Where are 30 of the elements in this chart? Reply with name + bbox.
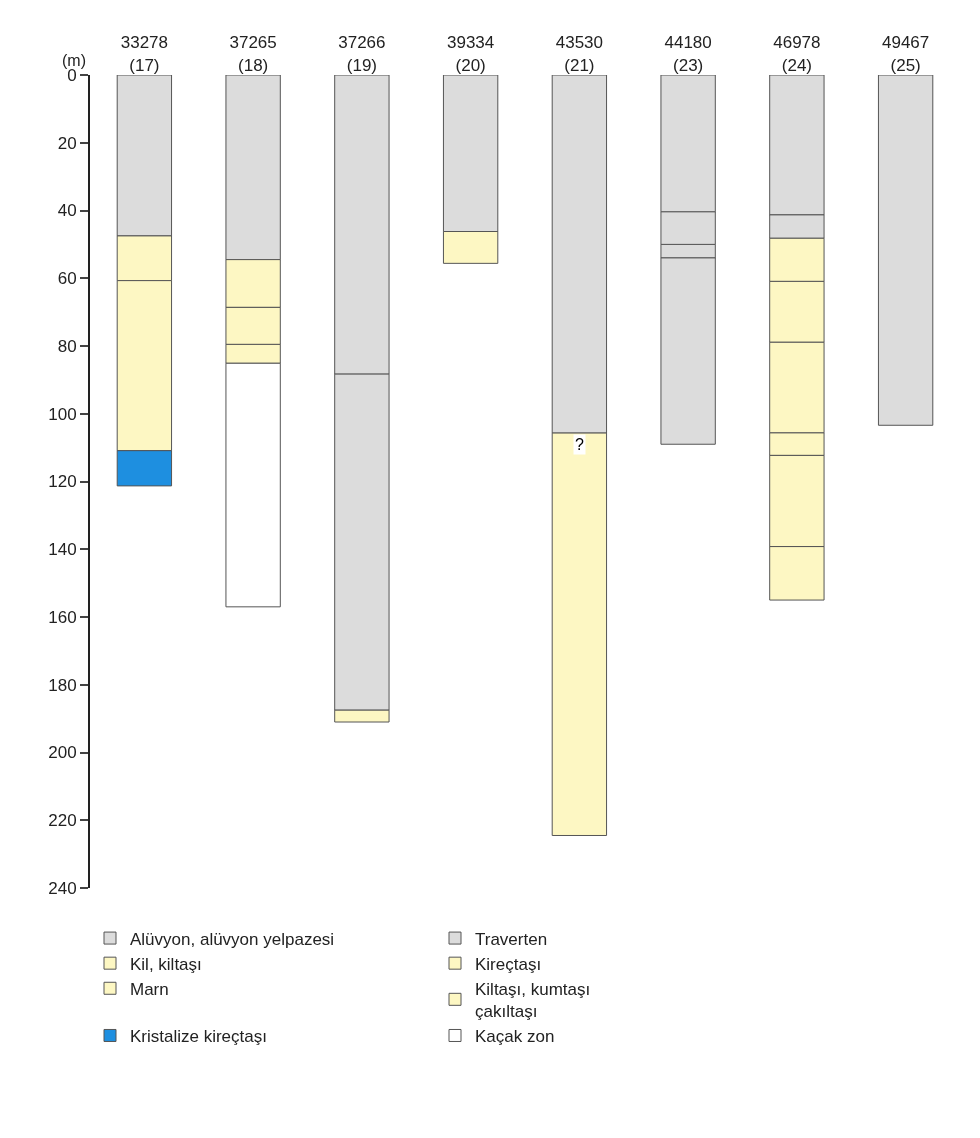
annotation: ?	[575, 436, 584, 453]
y-tick-label: 240	[48, 878, 77, 898]
x-tick-label: 37265 (18)	[229, 33, 277, 75]
y-tick-label: 100	[48, 404, 77, 424]
y-tick-label: 140	[48, 540, 77, 560]
legend-label: Kireçtaşı	[475, 954, 542, 974]
x-tick-label: 39334 (20)	[446, 33, 495, 75]
x-tick-label: 49467 (25)	[881, 33, 930, 75]
y-tick-label: 180	[48, 675, 77, 695]
x-tick-label: 44180 (23)	[664, 33, 712, 75]
y-tick-label: 120	[48, 472, 77, 492]
y-tick-label: 20	[57, 133, 77, 153]
x-tick-label: 46978 (24)	[773, 33, 821, 75]
legend-label: Traverten	[475, 929, 548, 949]
legend-label: Marn	[130, 979, 169, 999]
legend-label: Alüvyon, alüvyon yelpazesi	[130, 929, 335, 949]
y-tick-label: 60	[57, 269, 77, 289]
bar	[877, 75, 934, 426]
y-tick-label: 40	[57, 201, 77, 221]
legend-label: Kil, kiltaşı	[130, 954, 202, 974]
x-tick-label: 37266 (19)	[338, 33, 386, 75]
x-tick-label: 43530 (21)	[555, 33, 604, 75]
legend-label: Kiltaşı, kumtaşı çakıltaşı	[475, 979, 591, 1021]
y-tick-label: 220	[48, 811, 77, 831]
legend-label: Kristalize kireçtaşı	[130, 1027, 267, 1047]
x-tick-label: 33278 (17)	[120, 33, 169, 75]
y-tick-label: 200	[48, 743, 77, 763]
y-tick-label: 80	[57, 336, 77, 356]
y-tick-label: 160	[48, 607, 77, 627]
legend-label: Kaçak zon	[475, 1027, 555, 1047]
